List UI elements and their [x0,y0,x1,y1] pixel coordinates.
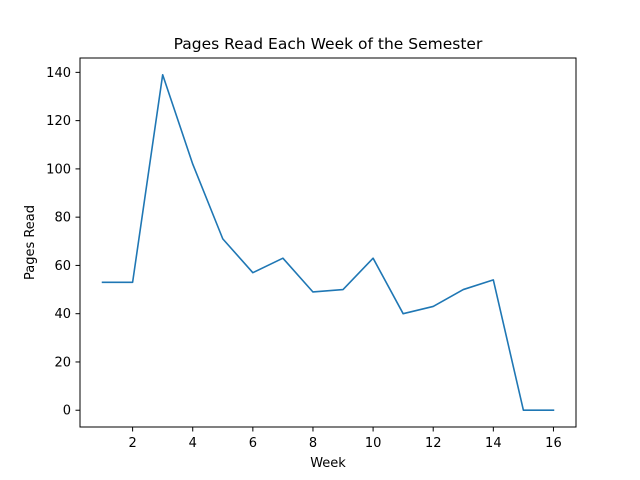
x-tick-label: 12 [425,436,442,451]
chart-title: Pages Read Each Week of the Semester [174,35,483,53]
y-tick-label: 0 [63,404,71,419]
y-tick-label: 60 [54,259,71,274]
x-tick-label: 14 [485,436,502,451]
x-tick-label: 4 [189,436,197,451]
plot-frame [79,57,577,428]
y-tick-label: 40 [54,307,71,322]
y-tick-label: 100 [46,162,71,177]
y-tick-label: 140 [46,66,71,81]
x-axis: 2 4 6 8 10 12 14 16 [128,427,562,451]
x-tick-label: 16 [545,436,562,451]
plot-layer [101,73,555,412]
x-tick-label: 2 [128,436,136,451]
y-axis-label: Pages Read [23,205,38,280]
x-axis-label: Week [310,456,346,471]
x-tick-label: 6 [249,436,257,451]
y-tick-label: 80 [54,211,71,226]
y-tick-label: 20 [54,355,71,370]
x-tick-label: 10 [365,436,382,451]
y-axis: 0 20 40 60 80 100 120 140 [46,66,80,419]
series-line-0 [101,73,555,412]
x-tick-label: 8 [309,436,317,451]
y-tick-label: 120 [46,114,71,129]
